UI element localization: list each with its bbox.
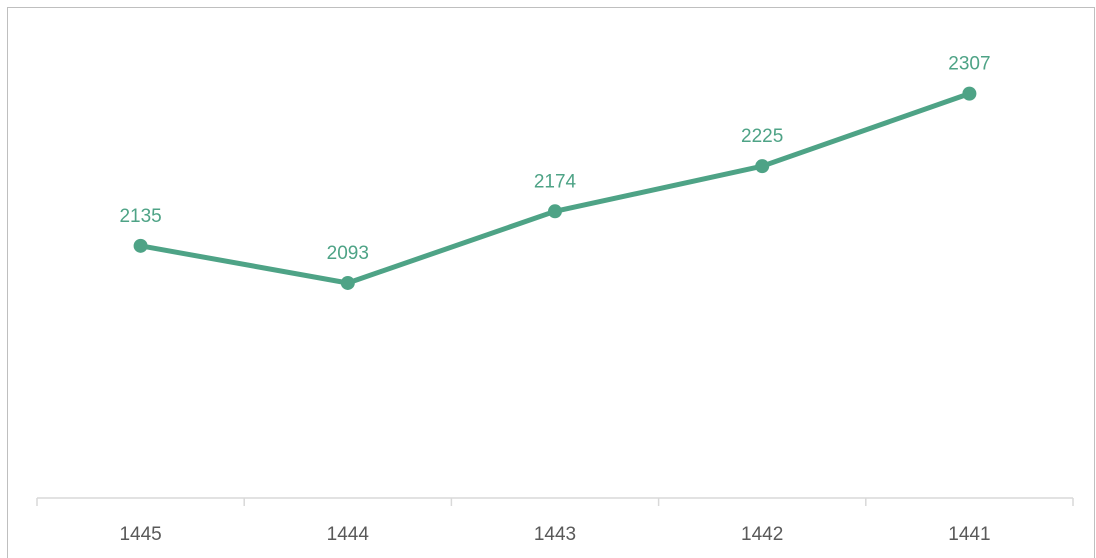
x-tick-label: 1441 xyxy=(948,524,990,545)
x-tick-label: 1444 xyxy=(327,524,370,545)
data-point xyxy=(340,275,355,290)
data-label: 2225 xyxy=(741,126,783,147)
x-tick-label: 1442 xyxy=(741,524,783,545)
data-point xyxy=(133,238,148,253)
data-label: 2174 xyxy=(534,171,577,192)
data-labels: 2135 2093 2174 2225 2307 xyxy=(119,54,990,264)
data-label: 2135 xyxy=(119,206,161,227)
x-tick-label: 1445 xyxy=(119,524,161,545)
chart-area xyxy=(7,7,1095,558)
x-axis: 1445 1444 1443 1442 1441 xyxy=(36,497,1074,545)
data-point xyxy=(962,86,977,101)
x-tick-label: 1443 xyxy=(534,524,576,545)
data-label: 2307 xyxy=(948,54,990,75)
data-point xyxy=(755,159,770,174)
data-point xyxy=(548,204,562,219)
series-layer xyxy=(133,86,977,290)
data-label: 2093 xyxy=(327,243,369,264)
